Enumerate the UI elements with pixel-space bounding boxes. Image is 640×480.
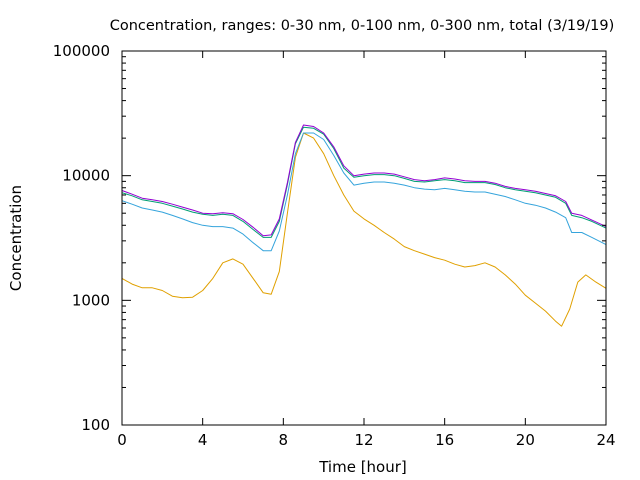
- series-line-3: [121, 124, 607, 237]
- axes: 0 4 8 12 16 20 24 100 1000 10000 100000: [53, 42, 616, 449]
- x-tick-label: 4: [198, 431, 208, 449]
- y-tick-label: 1000: [72, 291, 110, 309]
- series-line-2: [121, 126, 607, 238]
- y-tick-label: 100000: [53, 42, 110, 60]
- y-tick-label: 100: [81, 416, 110, 434]
- series-line-1: [121, 132, 607, 252]
- y-tick-label: 10000: [62, 167, 110, 185]
- x-tick-label: 8: [279, 431, 289, 449]
- x-tick-label: 0: [117, 431, 127, 449]
- x-tick-label: 12: [354, 431, 373, 449]
- x-tick-label: 20: [516, 431, 535, 449]
- x-axis-label: Time [hour]: [318, 458, 407, 476]
- plot-lines: [121, 124, 607, 327]
- plot-frame: [121, 50, 607, 426]
- x-tick-label: 24: [596, 431, 615, 449]
- x-tick-label: 16: [435, 431, 454, 449]
- chart-title: Concentration, ranges: 0-30 nm, 0-100 nm…: [110, 18, 615, 34]
- y-axis-label: Concentration: [7, 185, 25, 291]
- series-line-0: [121, 132, 607, 327]
